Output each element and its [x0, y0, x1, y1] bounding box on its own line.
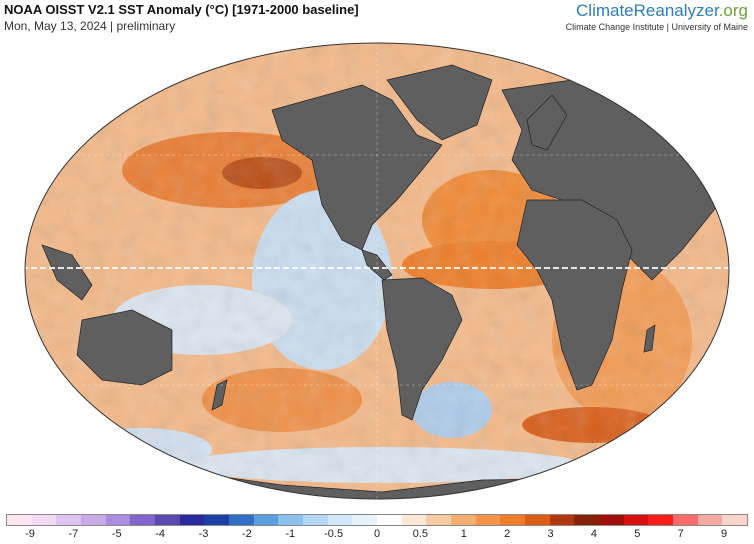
- colorbar-cell: [352, 515, 378, 525]
- chart-title: NOAA OISST V2.1 SST Anomaly (°C) [1971-2…: [4, 2, 359, 17]
- colorbar-cell: [56, 515, 82, 525]
- map-outline: [24, 42, 730, 500]
- colorbar-cell: [697, 515, 723, 525]
- colorbar-cell: [130, 515, 156, 525]
- brand-tagline: Climate Change Institute | University of…: [565, 22, 748, 32]
- colorbar-tick-label: -7: [68, 528, 79, 540]
- south-america: [381, 277, 463, 421]
- colorbar-cell: [401, 515, 427, 525]
- chart-subtitle: Mon, May 13, 2024 | preliminary: [4, 19, 176, 33]
- new-zealand: [211, 379, 228, 411]
- colorbar-cell: [179, 515, 205, 525]
- colorbar-cell: [673, 515, 698, 525]
- north-america: [271, 84, 443, 251]
- southeast-asia-islands: [41, 244, 93, 301]
- colorbar-cell: [623, 515, 649, 525]
- colorbar-tick-label: -4: [155, 528, 166, 540]
- colorbar-cell: [475, 515, 501, 525]
- brand-logo[interactable]: ClimateReanalyzer.org: [566, 1, 748, 21]
- colorbar-cell: [549, 515, 575, 525]
- colorbar-cell: [500, 515, 526, 525]
- colorbar-cell: [648, 515, 674, 525]
- colorbar-cell: [253, 515, 279, 525]
- colorbar-cell: [278, 515, 304, 525]
- europe-scandinavia: [526, 94, 568, 151]
- colorbar-cell: [327, 515, 353, 525]
- colorbar-tick-label: 9: [720, 528, 728, 540]
- colorbar-tick-label: 0.5: [412, 528, 429, 540]
- colorbar-cell: [204, 515, 230, 525]
- colorbar-tick-label: 0: [373, 528, 381, 540]
- colorbar-tick-label: -1: [285, 528, 296, 540]
- colorbar-cell: [7, 515, 32, 525]
- australia: [76, 309, 173, 386]
- world-sst-map: [24, 42, 730, 500]
- greenland: [386, 64, 493, 141]
- colorbar-cell: [105, 515, 131, 525]
- colorbar-tick-label: 1: [460, 528, 467, 540]
- colorbar-cell: [303, 515, 328, 525]
- colorbar-cell: [426, 515, 452, 525]
- colorbar-tick-label: 3: [547, 528, 554, 540]
- colorbar-tick-label: -0.5: [324, 528, 344, 540]
- brand-name: ClimateReanalyzer: [576, 1, 719, 20]
- colorbar-cell: [31, 515, 57, 525]
- colorbar-tick-label: 7: [677, 528, 684, 540]
- colorbar-cell: [451, 515, 476, 525]
- colorbar-cell: [229, 515, 254, 525]
- land: [25, 64, 729, 499]
- colorbar-cell: [574, 515, 600, 525]
- colorbar-tick-label: -3: [198, 528, 209, 540]
- colorbar-tick-label: 5: [634, 528, 641, 540]
- colorbar-tick-label: -2: [241, 528, 252, 540]
- colorbar-cell: [81, 515, 106, 525]
- madagascar: [643, 324, 656, 353]
- colorbar: [6, 514, 748, 526]
- colorbar-ticks: -9 -7 -5 -4 -3 -2 -1 -0.5 0 0.5 1 2 3 4 5 7 9: [0, 528, 754, 542]
- colorbar-cell: [155, 515, 180, 525]
- brand-suffix: .org: [718, 1, 748, 20]
- brand[interactable]: ClimateReanalyzer.org Climate Change Ins…: [566, 1, 748, 33]
- colorbar-tick-label: 2: [504, 528, 511, 540]
- colorbar-cell: [722, 515, 748, 525]
- colorbar-tick-label: -9: [25, 528, 35, 540]
- colorbar-cell: [377, 515, 402, 525]
- colorbar-tick-label: -5: [111, 528, 122, 540]
- colorbar-cell: [599, 515, 624, 525]
- colorbar-tick-label: 4: [590, 528, 597, 540]
- graticule: [25, 43, 729, 499]
- colorbar-cell: [525, 515, 550, 525]
